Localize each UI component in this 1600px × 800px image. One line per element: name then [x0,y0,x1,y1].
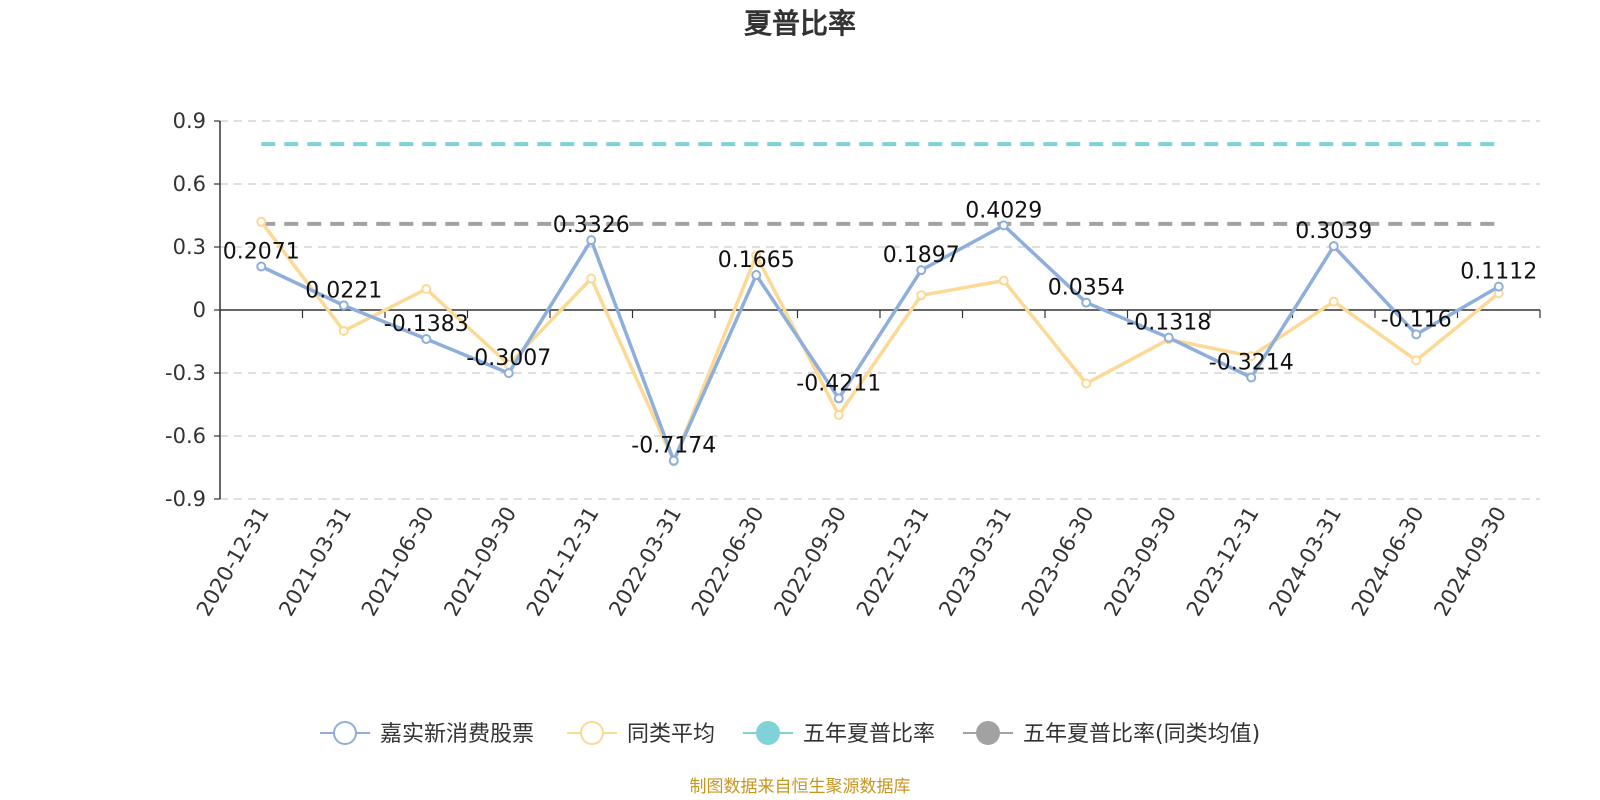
x-tick-label: 2021-06-30 [357,503,439,621]
series-point-0 [421,334,432,345]
series-point-1 [586,273,597,284]
data-label: -0.3007 [466,346,551,371]
legend-label: 嘉实新消费股票 [380,722,534,747]
y-tick-label: -0.6 [165,424,206,448]
series-point-1 [1328,296,1339,307]
x-tick-label: 2020-12-31 [192,503,274,621]
legend-item-1[interactable]: 同类平均 [567,721,715,747]
legend-marker [333,721,357,745]
series-point-0 [1081,297,1092,308]
series-point-1 [833,410,844,420]
series-point-1 [1246,351,1257,362]
data-label: 0.2071 [223,240,300,265]
series-point-1 [1411,355,1422,366]
x-tick-label: 2021-12-31 [522,503,604,621]
data-label: 0.3326 [553,213,630,238]
legend-item-0[interactable]: 嘉实新消费股票 [320,721,534,747]
series-point-1 [998,275,1009,286]
series-point-0 [1493,281,1504,292]
x-tick-label: 2024-03-31 [1264,503,1346,621]
series-point-0 [586,235,597,246]
series-point-0 [998,220,1009,231]
series-layer [256,142,1504,467]
x-tick-label: 2022-06-30 [687,503,769,621]
series-point-0 [338,300,349,311]
x-tick-label: 2022-12-31 [852,503,934,621]
source-note: 制图数据来自恒生聚源数据库 [690,777,911,797]
legend-item-2[interactable]: 五年夏普比率 [743,721,935,747]
series-point-0 [503,368,514,379]
series-point-1 [256,216,267,227]
series-point-1 [916,290,927,301]
series-point-0 [256,261,267,272]
legend[interactable]: 嘉实新消费股票 同类平均 五年夏普比率 五年夏普比率(同类均值) [320,721,1260,747]
y-tick-label: 0.3 [173,235,206,259]
series-point-1 [751,250,762,261]
series-point-0 [1246,372,1257,383]
data-label: 0.4029 [965,198,1042,223]
series-point-1 [338,326,349,336]
data-label: 0.0354 [1048,276,1125,301]
grid-lines [220,120,1540,500]
data-label: 0.1897 [883,243,960,268]
data-label: -0.4211 [796,371,881,396]
x-tick-label: 2022-03-31 [604,503,686,621]
x-tick-label: 2023-03-31 [934,503,1016,621]
data-label: 0.1112 [1460,260,1537,285]
legend-label: 五年夏普比率 [803,722,935,747]
x-tick-label: 2021-03-31 [274,503,356,621]
series-point-1 [421,284,432,294]
series-point-0 [668,455,679,466]
legend-label: 同类平均 [627,722,715,747]
series-point-0 [1328,241,1339,252]
y-tick-label: -0.9 [165,487,206,511]
legend-item-3[interactable]: 五年夏普比率(同类均值) [963,721,1260,747]
legend-marker [580,721,604,745]
chart-title: 夏普比率 [744,7,856,40]
x-tick-label: 2023-06-30 [1017,503,1099,621]
series-point-0 [1163,332,1174,343]
y-tick-label: 0 [193,298,206,322]
y-tick-label: -0.3 [165,361,206,385]
series-point-0 [916,265,927,276]
series-point-0 [1411,329,1422,340]
y-tick-label: 0.9 [173,109,206,133]
x-tick-label: 2022-09-30 [769,503,851,621]
series-point-0 [833,393,844,404]
data-label: 0.0221 [305,278,382,303]
y-tick-label: 0.6 [173,172,206,196]
data-label: -0.1318 [1126,311,1211,336]
legend-label: 五年夏普比率(同类均值) [1023,722,1260,747]
series-line-1 [259,220,1500,463]
data-label: 0.1665 [718,248,795,273]
x-tick-label: 2023-09-30 [1099,503,1181,621]
legend-marker [756,721,780,745]
data-label: -0.1383 [384,312,469,337]
series-point-1 [1081,378,1092,389]
data-label: -0.116 [1381,307,1452,332]
x-tick-label: 2023-12-31 [1182,503,1264,621]
data-label: 0.3039 [1295,219,1372,244]
series-line-0 [260,223,1500,463]
x-tick-label: 2024-06-30 [1347,503,1429,621]
data-label: -0.7174 [631,434,716,459]
data-label: -0.3214 [1209,350,1294,375]
legend-marker [976,721,1000,745]
series-point-0 [751,270,762,281]
x-tick-label: 2024-09-30 [1429,503,1511,621]
x-tick-label: 2021-09-30 [439,503,521,621]
